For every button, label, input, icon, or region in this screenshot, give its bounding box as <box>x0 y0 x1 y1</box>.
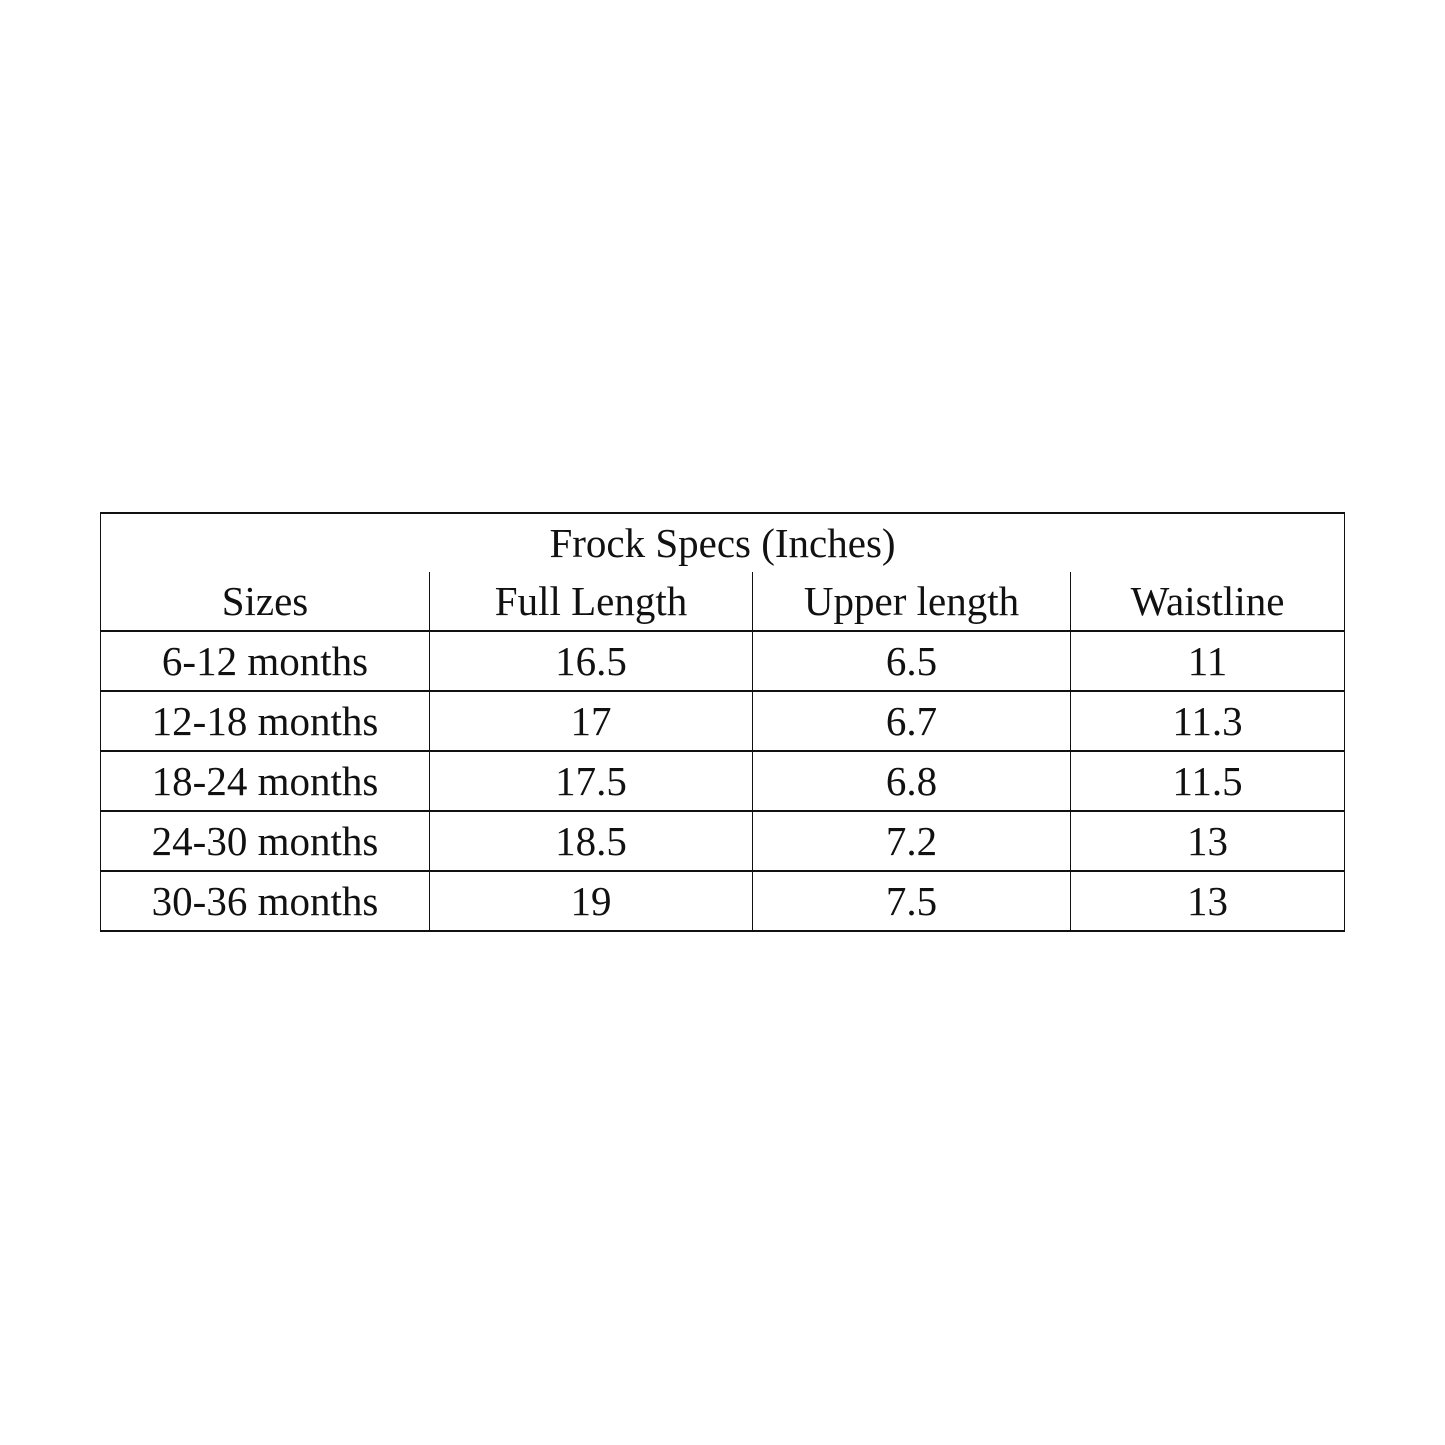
table-title: Frock Specs (Inches) <box>100 512 1345 572</box>
cell-waistline: 11.3 <box>1070 691 1345 752</box>
header-upper-length: Upper length <box>752 572 1071 632</box>
cell-upper-length: 7.5 <box>752 871 1071 932</box>
table-row: 24-30 months 18.5 7.2 13 <box>100 811 1345 872</box>
table-header-row: Sizes Full Length Upper length Waistline <box>100 572 1345 632</box>
header-sizes: Sizes <box>100 572 430 632</box>
cell-size: 18-24 months <box>100 751 430 812</box>
cell-upper-length: 7.2 <box>752 811 1071 872</box>
cell-size: 6-12 months <box>100 631 430 692</box>
table-row: 18-24 months 17.5 6.8 11.5 <box>100 751 1345 812</box>
cell-waistline: 13 <box>1070 871 1345 932</box>
header-waistline: Waistline <box>1070 572 1345 632</box>
cell-upper-length: 6.8 <box>752 751 1071 812</box>
cell-waistline: 13 <box>1070 811 1345 872</box>
header-full-length: Full Length <box>429 572 753 632</box>
cell-upper-length: 6.7 <box>752 691 1071 752</box>
table-row: 30-36 months 19 7.5 13 <box>100 871 1345 932</box>
cell-size: 30-36 months <box>100 871 430 932</box>
cell-waistline: 11 <box>1070 631 1345 692</box>
cell-upper-length: 6.5 <box>752 631 1071 692</box>
cell-full-length: 17.5 <box>429 751 753 812</box>
table-row: 12-18 months 17 6.7 11.3 <box>100 691 1345 752</box>
frock-specs-table: Frock Specs (Inches) Sizes Full Length U… <box>100 512 1345 932</box>
cell-waistline: 11.5 <box>1070 751 1345 812</box>
table-title-row: Frock Specs (Inches) <box>100 512 1345 572</box>
cell-full-length: 16.5 <box>429 631 753 692</box>
cell-size: 12-18 months <box>100 691 430 752</box>
table-row: 6-12 months 16.5 6.5 11 <box>100 631 1345 692</box>
cell-full-length: 19 <box>429 871 753 932</box>
cell-size: 24-30 months <box>100 811 430 872</box>
cell-full-length: 18.5 <box>429 811 753 872</box>
cell-full-length: 17 <box>429 691 753 752</box>
